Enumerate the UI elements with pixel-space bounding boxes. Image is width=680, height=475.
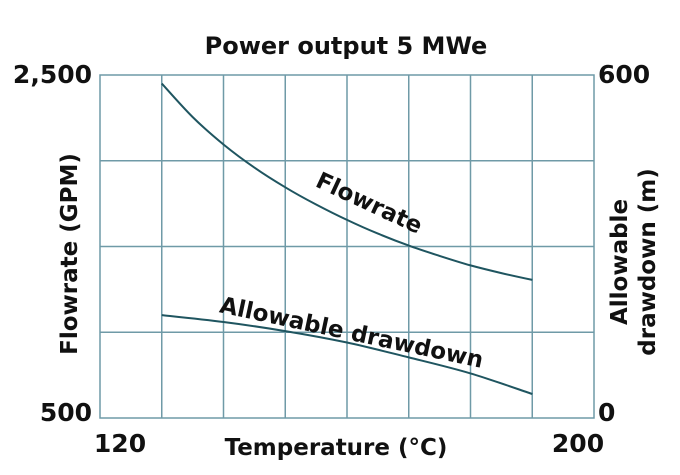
y-right-tick-label-bottom: 0 <box>598 398 615 427</box>
y-left-tick-label-bottom: 500 <box>40 398 92 427</box>
series-line-flowrate <box>161 82 533 281</box>
series-layer <box>161 82 533 395</box>
series-line-allowable-drawdown <box>161 314 533 395</box>
plot-frame <box>99 74 595 419</box>
y-right-axis-label: Allowable drawdown (m) <box>607 168 661 355</box>
y-left-tick-label-top: 2,500 <box>13 60 92 89</box>
x-tick-label-right: 200 <box>552 429 604 458</box>
chart-title: Power output 5 MWe <box>205 32 488 60</box>
y-right-tick-label-top: 600 <box>598 60 650 89</box>
x-axis-label: Temperature (°C) <box>225 435 448 461</box>
x-tick-label-left: 120 <box>94 429 146 458</box>
y-left-axis-label: Flowrate (GPM) <box>57 153 83 355</box>
y-right-axis-label-line-1: Allowable <box>607 199 633 325</box>
y-right-axis-label-line-2: drawdown (m) <box>635 168 661 355</box>
